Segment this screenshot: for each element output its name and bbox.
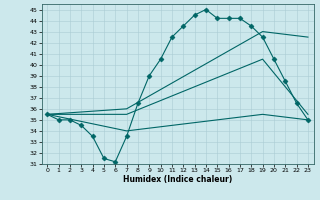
X-axis label: Humidex (Indice chaleur): Humidex (Indice chaleur) [123,175,232,184]
